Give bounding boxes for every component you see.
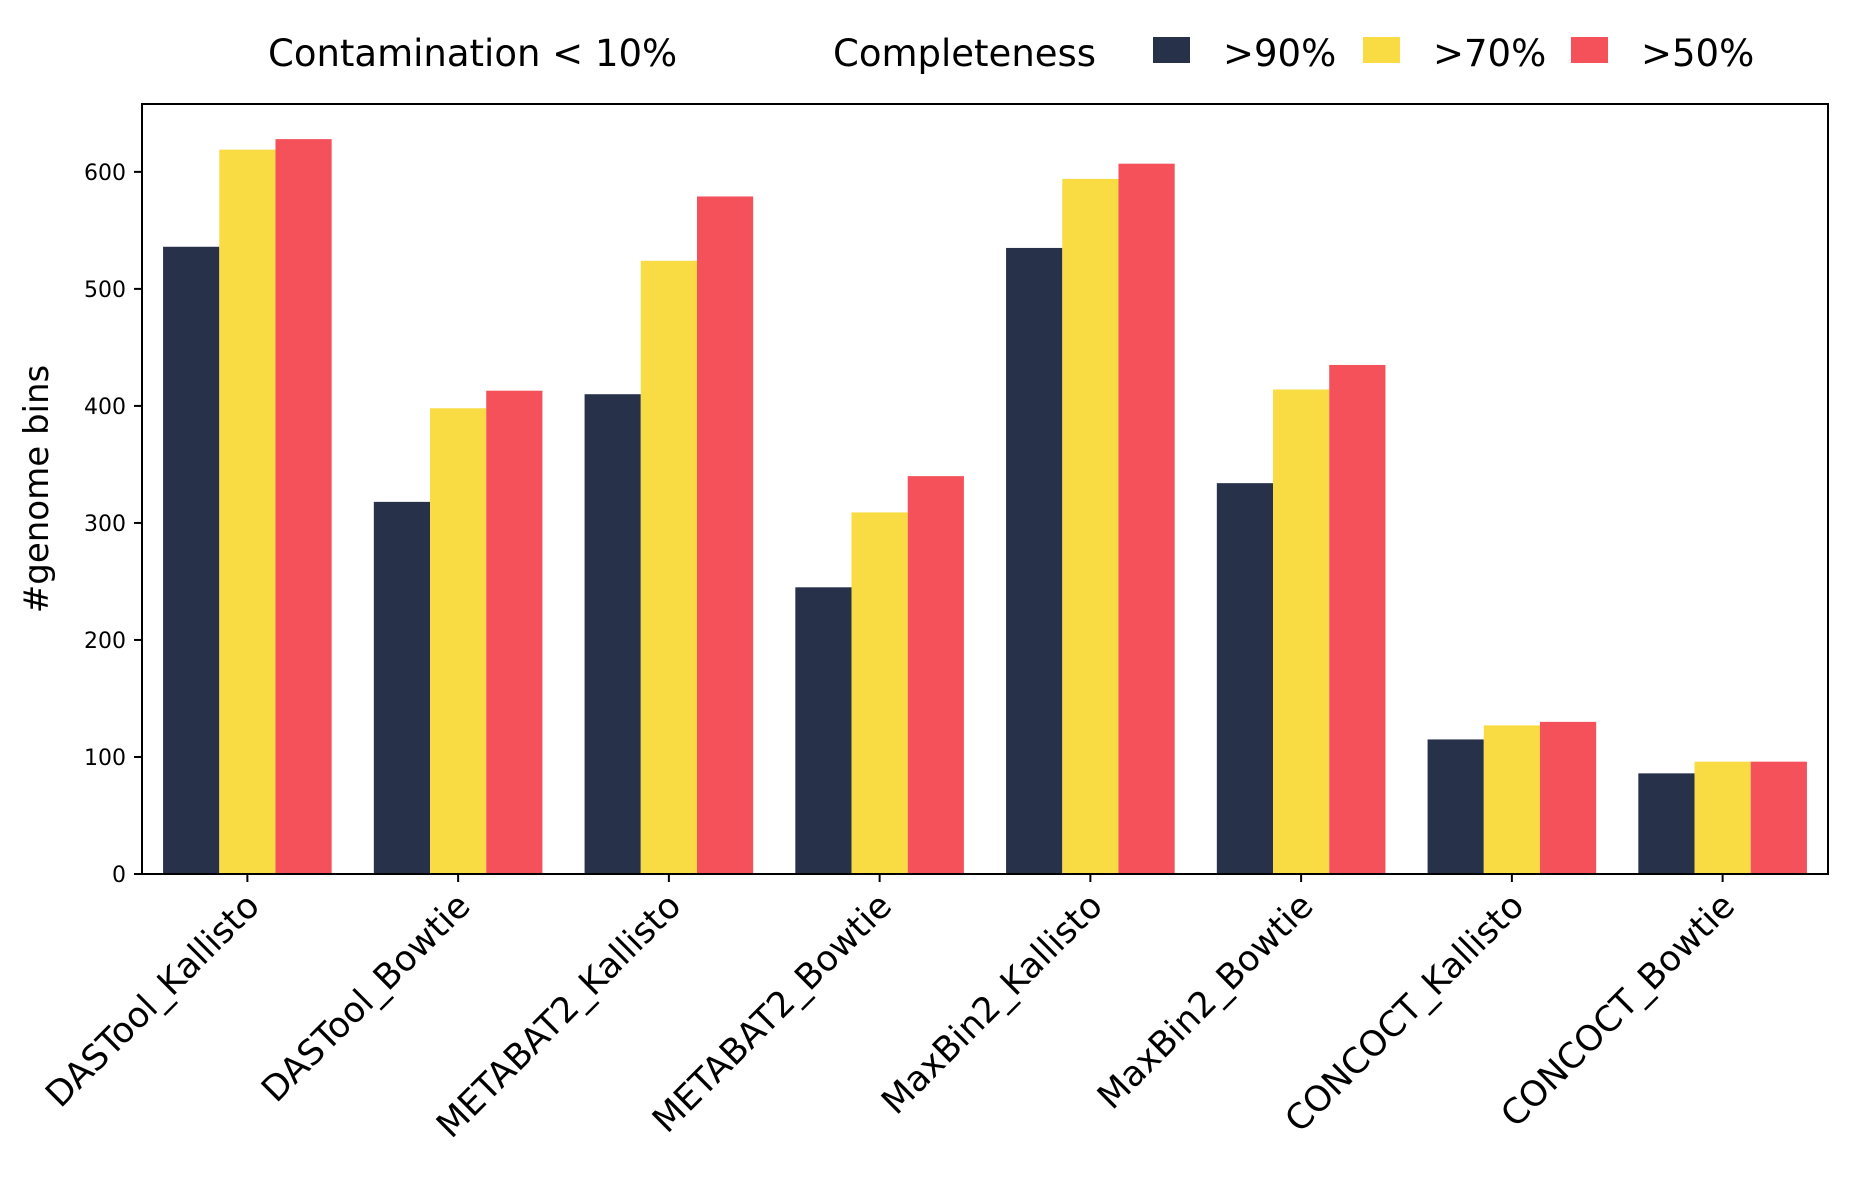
bar-DASTool_Bowtie->70% <box>430 408 487 874</box>
x-tick-label: CONCOCT_Bowtie <box>1494 886 1743 1135</box>
bar-MaxBin2_Bowtie->50% <box>1329 364 1386 874</box>
bar-METABAT2_Bowtie->50% <box>907 476 964 874</box>
bar-METABAT2_Kallisto->70% <box>640 260 697 874</box>
bar-METABAT2_Bowtie->70% <box>851 512 908 874</box>
y-tick-label: 500 <box>84 278 126 303</box>
bar-CONCOCT_Kallisto->50% <box>1539 721 1597 874</box>
y-tick-label: 200 <box>84 629 126 654</box>
bar-MaxBin2_Kallisto->70% <box>1062 178 1119 874</box>
x-tick-label: MaxBin2_Kallisto <box>874 886 1110 1122</box>
legend-label: >50% <box>1641 32 1754 75</box>
bar-CONCOCT_Bowtie->90% <box>1638 773 1695 874</box>
legend-label: >90% <box>1223 32 1336 75</box>
y-tick-label: 600 <box>84 161 126 186</box>
x-tick-label: DASTool_Bowtie <box>254 886 478 1110</box>
bar-CONCOCT_Bowtie->70% <box>1694 761 1751 874</box>
legend-swatch->50% <box>1571 37 1608 63</box>
legend: Contamination < 10% Completeness >90% >70… <box>268 32 1754 75</box>
bar-CONCOCT_Kallisto->70% <box>1483 725 1540 874</box>
bar-MaxBin2_Kallisto->50% <box>1118 163 1175 874</box>
bar-MaxBin2_Bowtie->90% <box>1216 483 1274 874</box>
legend-swatch->70% <box>1363 37 1400 63</box>
y-axis: 0 100 200 300 400 500 600 <box>84 161 142 888</box>
x-axis: DASTool_KallistoDASTool_BowtieMETABAT2_K… <box>38 874 1743 1146</box>
y-tick-label: 400 <box>84 395 126 420</box>
legend-label: >70% <box>1433 32 1546 75</box>
legend-title: Completeness <box>833 32 1096 75</box>
bar-METABAT2_Kallisto->90% <box>584 394 641 874</box>
y-tick-label: 100 <box>84 746 126 771</box>
bar-MaxBin2_Kallisto->90% <box>1006 247 1063 874</box>
x-tick-label: CONCOCT_Kallisto <box>1278 886 1532 1140</box>
bar-METABAT2_Kallisto->50% <box>696 196 754 874</box>
bar-CONCOCT_Kallisto->90% <box>1427 739 1484 874</box>
x-tick-label: DASTool_Kallisto <box>38 886 267 1115</box>
bars-layer <box>163 139 1807 875</box>
bar-DASTool_Bowtie->50% <box>486 390 543 874</box>
bar-DASTool_Kallisto->70% <box>219 149 276 874</box>
bar-METABAT2_Bowtie->90% <box>795 587 852 874</box>
bar-CONCOCT_Bowtie->50% <box>1750 761 1807 874</box>
plot-area-frame <box>141 103 1829 875</box>
legend-swatch->90% <box>1153 37 1190 63</box>
y-tick-label: 300 <box>84 512 126 537</box>
bar-DASTool_Kallisto->50% <box>275 139 332 875</box>
bar-DASTool_Kallisto->90% <box>163 246 220 874</box>
bar-DASTool_Bowtie->90% <box>373 501 431 874</box>
x-tick-label: MaxBin2_Bowtie <box>1090 886 1321 1117</box>
legend-prefix-label: Contamination < 10% <box>268 32 677 75</box>
y-axis-label: #genome bins <box>17 365 57 613</box>
bar-MaxBin2_Bowtie->70% <box>1273 389 1330 874</box>
y-tick-label: 0 <box>112 863 126 888</box>
x-tick-label: METABAT2_Bowtie <box>645 886 900 1141</box>
